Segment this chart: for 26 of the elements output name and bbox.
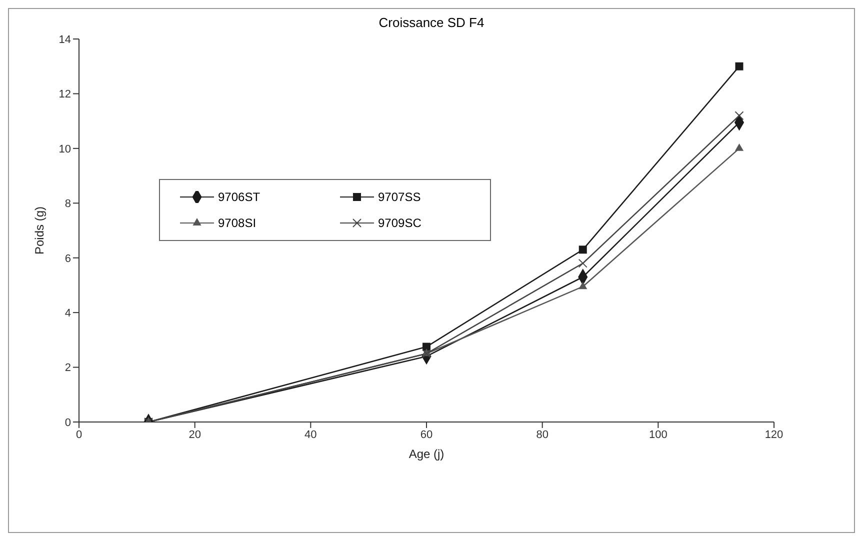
point [734,143,744,151]
legend-label: 9707SS [378,190,421,204]
y-axis-title: Poids (g) [32,206,46,255]
y-tick-label: 0 [64,416,71,429]
x-tick-label: 60 [420,428,433,441]
x-tick-label: 100 [648,428,668,441]
x-tick-label: 40 [304,428,317,441]
x-axis-title: Age (j) [408,447,444,461]
legend-label: 9708SI [218,216,256,230]
y-tick-label: 8 [64,198,71,210]
point [735,62,744,70]
legend-label: 9706ST [218,190,260,204]
chart-title: Croissance SD F4 [378,15,486,30]
x-tick-label: 20 [188,428,201,441]
y-tick-label: 14 [58,34,71,46]
y-tick-label: 2 [64,362,71,374]
x-tick-label: 80 [536,428,548,441]
y-tick-label: 10 [58,143,71,156]
x-tick-label: 0 [76,428,82,441]
y-tick-label: 4 [64,307,71,320]
point [578,246,587,254]
x-tick-label: 120 [764,428,784,441]
legend-label: 9709SC [378,216,422,230]
y-tick-label: 6 [64,252,71,265]
y-tick-label: 12 [58,88,71,101]
point [578,282,588,290]
